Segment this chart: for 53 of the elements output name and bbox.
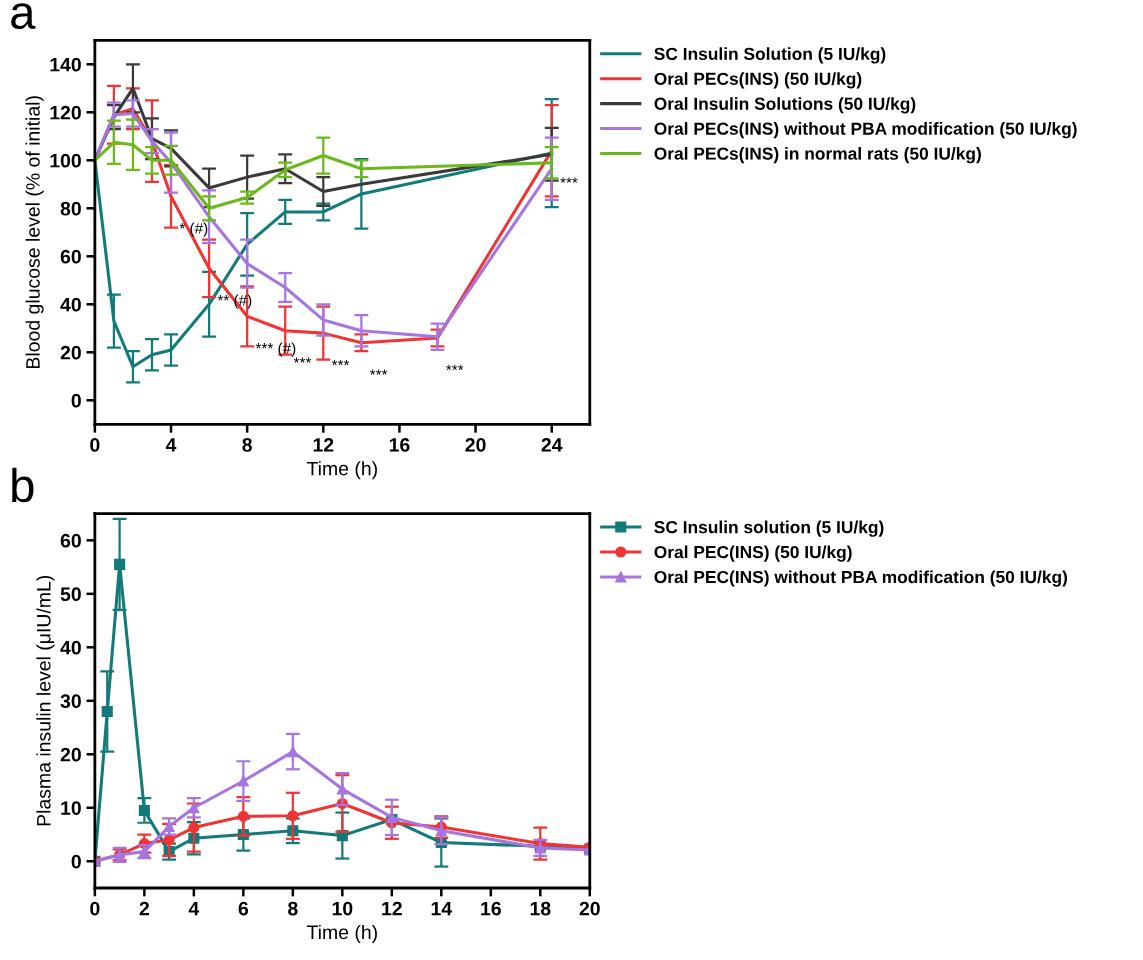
y-axis-title: Blood glucose level (% of initial) [25, 96, 44, 368]
y-tick-label: 50 [60, 587, 81, 602]
legend-label: SC Insulin Solution (5 IU/kg) [654, 47, 886, 64]
x-tick-label: 24 [541, 438, 563, 452]
x-tick-label: 4 [165, 438, 177, 452]
annotation: *** [560, 177, 578, 183]
text: a [11, 3, 36, 30]
x-tick-label: 8 [242, 438, 252, 452]
y-tick-label: 40 [60, 297, 81, 312]
y-tick-label: 0 [71, 393, 81, 408]
y-tick-label: 0 [71, 854, 81, 869]
y-tick-label: 100 [50, 153, 81, 168]
legend-label: Oral PECs(INS) without PBA modification (50 IU/kg) [654, 122, 1077, 139]
x-tick-label: 14 [431, 901, 453, 916]
legend-label: Oral PECs(INS) in normal rats (50 IU/kg) [654, 147, 981, 164]
y-tick-label: 40 [60, 640, 81, 655]
y-axis-title: Plasma insulin level (μIU/mL) [36, 575, 55, 826]
x-axis-title: Time (h) [306, 924, 377, 943]
x-tick-label: 2 [139, 901, 149, 916]
legend-label: Oral PEC(INS) (50 IU/kg) [654, 545, 852, 562]
annotation: *** [369, 369, 388, 375]
x-tick-label: 12 [382, 901, 402, 916]
x-tick-label: 8 [288, 901, 298, 916]
x-tick-label: 20 [465, 438, 486, 452]
annotation: *** [331, 359, 350, 366]
x-tick-label: 16 [389, 438, 410, 452]
x-tick-label: 12 [313, 438, 334, 452]
x-tick-label: 0 [90, 438, 100, 452]
y-tick-label: 60 [60, 533, 81, 548]
legend-label: SC Insulin solution (5 IU/kg) [654, 520, 884, 537]
legend-label: Oral PEC(INS) without PBA modification (50 IU/kg) [654, 570, 1068, 587]
x-tick-label: 20 [579, 901, 600, 916]
legend-label: Oral Insulin Solutions (50 IU/kg) [654, 97, 916, 114]
x-tick-label: 4 [188, 901, 200, 916]
y-tick-label: 80 [60, 201, 81, 216]
x-tick-label: 16 [481, 901, 501, 916]
x-axis-title: Time (h) [306, 461, 377, 480]
annotation: *** [293, 357, 312, 363]
y-tick-label: 20 [60, 747, 81, 762]
x-tick-label: 18 [530, 901, 551, 916]
y-tick-label: 140 [50, 57, 81, 72]
legend-label: Oral PECs(INS) (50 IU/kg) [654, 72, 862, 89]
x-tick-label: 0 [90, 901, 100, 916]
y-tick-label: 30 [60, 694, 81, 709]
y-tick-label: 60 [60, 249, 81, 264]
x-tick-label: 6 [238, 901, 249, 916]
y-tick-label: 120 [50, 105, 81, 120]
y-tick-label: 10 [61, 801, 81, 816]
text: b [12, 467, 34, 503]
x-tick-label: 10 [332, 901, 353, 916]
annotation: * (#) [179, 222, 208, 237]
y-tick-label: 20 [60, 345, 81, 360]
annotation: *** [446, 364, 464, 371]
